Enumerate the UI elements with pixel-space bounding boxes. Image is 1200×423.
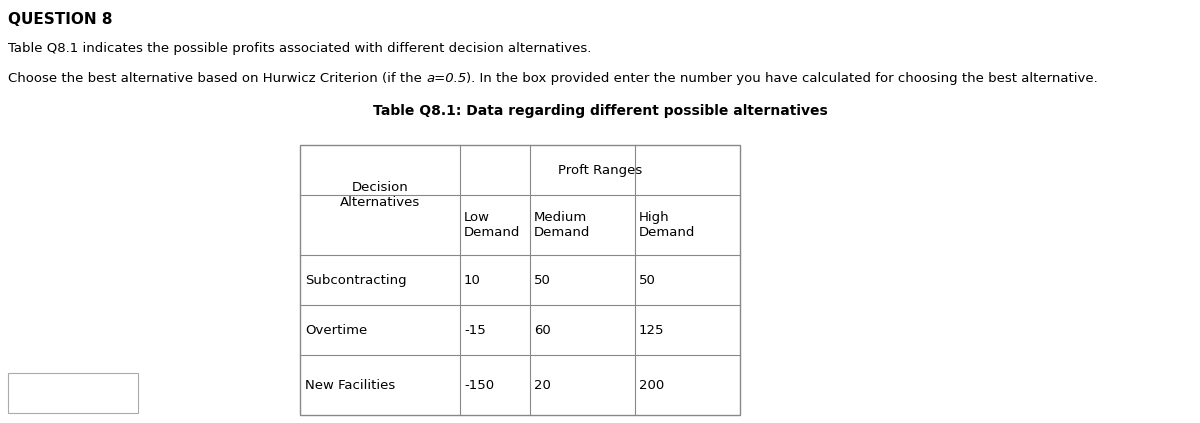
Text: 20: 20 [534, 379, 551, 392]
Text: 50: 50 [640, 274, 656, 286]
Bar [300, 145, 740, 415]
Bar [8, 373, 138, 413]
Text: QUESTION 8: QUESTION 8 [8, 12, 113, 27]
Text: New Facilities: New Facilities [305, 379, 395, 392]
Text: 10: 10 [464, 274, 481, 286]
Text: Overtime: Overtime [305, 324, 367, 337]
Text: Table Q8.1: Data regarding different possible alternatives: Table Q8.1: Data regarding different pos… [373, 104, 827, 118]
Text: Decision
Alternatives: Decision Alternatives [340, 181, 420, 209]
Text: 125: 125 [640, 324, 665, 337]
Text: 50: 50 [534, 274, 551, 286]
Text: Choose the best alternative based on Hurwicz Criterion (if the: Choose the best alternative based on Hur… [8, 72, 426, 85]
Text: Table Q8.1 indicates the possible profits associated with different decision alt: Table Q8.1 indicates the possible profit… [8, 42, 592, 55]
Text: 60: 60 [534, 324, 551, 337]
Text: 200: 200 [640, 379, 665, 392]
Text: Proft Ranges: Proft Ranges [558, 164, 642, 176]
Text: a=0.5: a=0.5 [426, 72, 467, 85]
Text: -150: -150 [464, 379, 494, 392]
Text: Subcontracting: Subcontracting [305, 274, 407, 286]
Text: High
Demand: High Demand [640, 211, 695, 239]
Text: Medium
Demand: Medium Demand [534, 211, 590, 239]
Text: Low
Demand: Low Demand [464, 211, 521, 239]
Text: ). In the box provided enter the number you have calculated for choosing the bes: ). In the box provided enter the number … [467, 72, 1098, 85]
Text: -15: -15 [464, 324, 486, 337]
